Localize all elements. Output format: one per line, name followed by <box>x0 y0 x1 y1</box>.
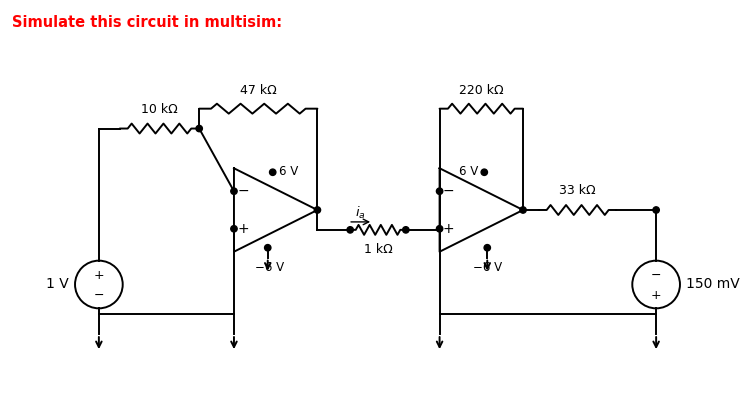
Circle shape <box>481 169 488 176</box>
Text: 1 kΩ: 1 kΩ <box>364 243 392 256</box>
Text: Simulate this circuit in multisim:: Simulate this circuit in multisim: <box>12 15 283 30</box>
Circle shape <box>653 207 659 213</box>
Circle shape <box>314 207 321 213</box>
Circle shape <box>196 126 203 132</box>
Circle shape <box>403 227 409 233</box>
Text: −6 V: −6 V <box>256 261 284 274</box>
Text: 6 V: 6 V <box>459 165 479 178</box>
Text: $i_a$: $i_a$ <box>355 205 365 221</box>
Circle shape <box>231 188 237 194</box>
Circle shape <box>347 227 353 233</box>
Text: +: + <box>443 222 454 236</box>
Circle shape <box>484 244 491 251</box>
Circle shape <box>270 169 276 176</box>
Text: 10 kΩ: 10 kΩ <box>141 103 178 116</box>
Text: −: − <box>94 289 104 302</box>
Text: −6 V: −6 V <box>472 261 502 274</box>
Circle shape <box>231 226 237 232</box>
Text: 33 kΩ: 33 kΩ <box>559 184 596 197</box>
Circle shape <box>436 226 443 232</box>
Circle shape <box>520 207 526 213</box>
Text: 220 kΩ: 220 kΩ <box>459 84 503 97</box>
Circle shape <box>265 244 271 251</box>
Text: +: + <box>237 222 249 236</box>
Text: −: − <box>443 184 454 198</box>
Text: 6 V: 6 V <box>279 165 298 178</box>
Text: 47 kΩ: 47 kΩ <box>240 84 277 97</box>
Circle shape <box>436 188 443 194</box>
Text: −: − <box>651 269 662 282</box>
Text: +: + <box>651 289 662 302</box>
Text: +: + <box>94 269 104 282</box>
Text: 1 V: 1 V <box>46 277 69 291</box>
Text: 150 mV: 150 mV <box>686 277 739 291</box>
Text: −: − <box>237 184 249 198</box>
